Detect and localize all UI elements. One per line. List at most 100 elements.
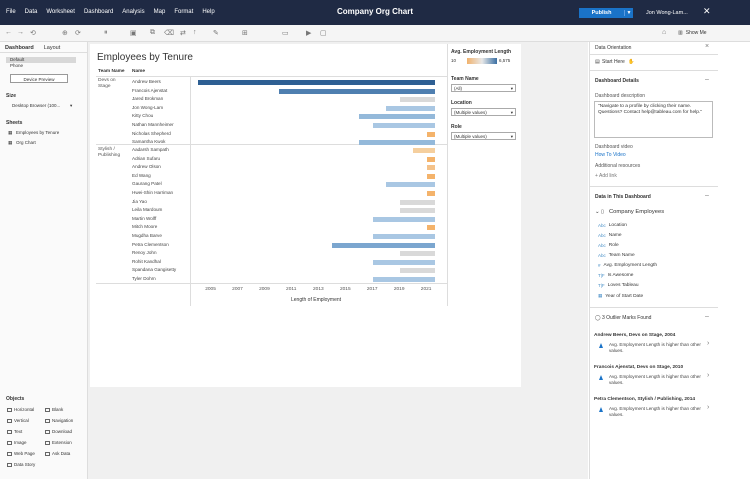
- tenure-bar[interactable]: [372, 277, 435, 282]
- description-text[interactable]: "Navigate to a profile by clicking their…: [594, 101, 713, 138]
- redo-icon[interactable]: →: [17, 29, 24, 36]
- employee-name[interactable]: Francois Ajenstat: [132, 87, 168, 93]
- new-sheet-icon[interactable]: ▣: [130, 30, 137, 37]
- revert-icon[interactable]: ⟲: [30, 30, 36, 37]
- tenure-bar[interactable]: [197, 80, 435, 85]
- tenure-bar[interactable]: [426, 156, 435, 162]
- field-item[interactable]: Abc Name: [598, 233, 622, 238]
- menu-file[interactable]: File: [6, 9, 16, 15]
- tenure-bar[interactable]: [372, 216, 435, 222]
- field-item[interactable]: T|F Is Awesome: [598, 273, 633, 278]
- tenure-bar[interactable]: [426, 131, 435, 137]
- chevron-down-icon[interactable]: ▾: [70, 103, 73, 108]
- chevron-right-icon[interactable]: ›: [707, 340, 710, 347]
- employee-name[interactable]: Kitty Chou: [132, 113, 154, 119]
- tenure-bar[interactable]: [386, 182, 435, 188]
- employee-name[interactable]: Ed Wang: [132, 172, 151, 178]
- outlier-title[interactable]: Francois Ajenstat, Devs on Stage, 2010: [594, 365, 684, 370]
- outlier-title[interactable]: Andrew Beers, Devs on Stage, 2004: [594, 333, 676, 338]
- add-link-button[interactable]: + Add link: [595, 173, 617, 179]
- tenure-bar[interactable]: [372, 259, 435, 265]
- tenure-bar[interactable]: [426, 225, 435, 231]
- undo-icon[interactable]: ←: [5, 29, 12, 36]
- tenure-bar[interactable]: [278, 88, 435, 94]
- employee-name[interactable]: Jia Yao: [132, 198, 147, 204]
- object-extension[interactable]: Extension: [45, 440, 72, 445]
- clear-icon[interactable]: ⌫: [164, 30, 174, 37]
- device-default[interactable]: Default: [6, 57, 76, 63]
- employee-name[interactable]: Tyler Dohrn: [132, 276, 156, 281]
- collapse-icon[interactable]: –: [705, 76, 709, 83]
- show-me-button[interactable]: ▥ Show Me: [678, 30, 707, 36]
- menu-dashboard[interactable]: Dashboard: [83, 9, 114, 15]
- employee-name[interactable]: Petra Clementson: [132, 241, 169, 247]
- chevron-down-icon[interactable]: ⌄: [595, 209, 600, 215]
- employee-name[interactable]: Jared Brokman: [132, 96, 164, 102]
- share-icon[interactable]: ⌂: [662, 29, 667, 36]
- employee-name[interactable]: Andrew Olson: [132, 164, 161, 170]
- menu-help[interactable]: Help: [202, 9, 215, 15]
- tenure-bar[interactable]: [386, 105, 435, 111]
- device-preview-button[interactable]: Device Preview: [10, 74, 68, 83]
- filter-role-select[interactable]: (Multiple values) ▾: [451, 132, 516, 140]
- tenure-bar[interactable]: [426, 173, 435, 179]
- employee-name[interactable]: Hwei-Shin Harriman: [132, 190, 174, 195]
- menu-map[interactable]: Map: [153, 9, 166, 15]
- tenure-bar[interactable]: [413, 148, 435, 153]
- tenure-bar[interactable]: [426, 165, 435, 171]
- refresh-icon[interactable]: ⟳: [75, 30, 81, 37]
- employee-name[interactable]: Adrian Sufaru: [132, 155, 161, 161]
- sheet-org-chart[interactable]: Org Chart: [16, 140, 36, 145]
- group-icon[interactable]: ⊞: [242, 30, 248, 37]
- employee-name[interactable]: Martin Wolff: [132, 215, 157, 221]
- outlier-title[interactable]: Petra Clementson, Stylish / Publishing, …: [594, 397, 696, 402]
- field-item[interactable]: T|F Loves Tableau: [598, 283, 639, 288]
- data-source-name[interactable]: Company Employees: [609, 209, 665, 215]
- tenure-bar[interactable]: [372, 234, 435, 239]
- publish-button[interactable]: Publish ▼: [579, 8, 633, 18]
- tenure-bar[interactable]: [399, 97, 435, 103]
- field-item[interactable]: Abc Role: [598, 243, 619, 248]
- object-web-page[interactable]: Web Page: [7, 451, 35, 456]
- tenure-bar[interactable]: [359, 140, 435, 146]
- duplicate-icon[interactable]: ⧉: [150, 29, 155, 36]
- field-item[interactable]: ▦ Year of Start Date: [598, 293, 643, 299]
- chevron-down-icon[interactable]: ▼: [624, 10, 633, 16]
- object-ask-data[interactable]: Ask Data: [45, 451, 70, 456]
- object-image[interactable]: Image: [7, 440, 27, 445]
- object-blank[interactable]: Blank: [45, 407, 63, 412]
- tenure-bar[interactable]: [359, 114, 435, 120]
- employee-name[interactable]: Mitch Moore: [132, 224, 158, 230]
- size-select[interactable]: Desktop Browser (100...: [12, 103, 61, 108]
- employee-name[interactable]: Leila Mardoum: [132, 207, 163, 213]
- menu-data[interactable]: Data: [24, 9, 38, 15]
- employee-name[interactable]: Renoy John: [132, 250, 157, 256]
- filter-team-select[interactable]: (All) ▾: [451, 84, 516, 92]
- employee-name[interactable]: Jon Wong-Lam: [132, 104, 164, 110]
- employee-name[interactable]: Spandana Gangisetty: [132, 267, 177, 273]
- collapse-icon[interactable]: –: [705, 313, 709, 320]
- collapse-icon[interactable]: –: [705, 192, 709, 199]
- employee-name[interactable]: Andrew Beers: [132, 79, 161, 84]
- employee-name[interactable]: Nicholas Shepherd: [132, 130, 171, 136]
- employee-name[interactable]: Aadarsh Sampath: [132, 147, 169, 152]
- highlight-icon[interactable]: ✎: [213, 30, 219, 37]
- pause-icon[interactable]: ⏸: [104, 29, 108, 36]
- sheet-employees-by-tenure[interactable]: Employees by Tenure: [16, 130, 60, 135]
- field-item[interactable]: # Avg. Employment Length: [598, 263, 657, 268]
- object-text[interactable]: Text: [7, 429, 22, 434]
- employee-name[interactable]: Samantha Kwok: [132, 139, 166, 145]
- present-icon[interactable]: ▢: [320, 30, 327, 37]
- field-item[interactable]: Abc Location: [598, 223, 627, 228]
- chevron-right-icon[interactable]: ›: [707, 404, 710, 411]
- field-item[interactable]: Abc Team Name: [598, 253, 635, 258]
- close-icon[interactable]: ×: [705, 43, 710, 50]
- object-vertical[interactable]: Vertical: [7, 418, 29, 423]
- menu-format[interactable]: Format: [174, 9, 194, 15]
- employee-name[interactable]: Mugdha Barve: [132, 233, 162, 238]
- close-icon[interactable]: ✕: [703, 6, 711, 16]
- tenure-bar[interactable]: [399, 251, 435, 257]
- tenure-bar[interactable]: [399, 208, 435, 214]
- object-horizontal[interactable]: Horizontal: [7, 407, 34, 412]
- new-data-source-icon[interactable]: ⊕: [62, 30, 68, 37]
